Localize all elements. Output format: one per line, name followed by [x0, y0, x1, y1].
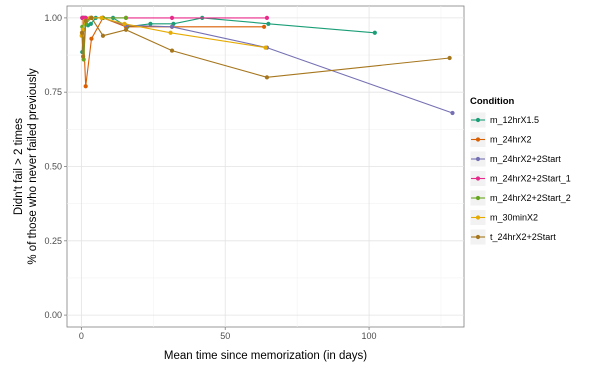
grid: [67, 6, 464, 327]
legend-key-point: [475, 215, 481, 220]
y-tick-label: 0.25: [44, 236, 62, 246]
data-point: [264, 15, 270, 20]
data-point: [99, 15, 104, 20]
legend-label: m_24hrX2: [490, 135, 532, 145]
legend-item: m_12hrX1.5: [469, 111, 539, 129]
data-point: [123, 15, 129, 20]
legend-title: Condition: [470, 96, 515, 107]
data-point: [79, 30, 85, 35]
x-axis-title: Mean time since memorization (in days): [164, 350, 367, 362]
series-layer: [79, 15, 455, 116]
y-tick-label: 0.75: [44, 87, 62, 97]
legend-label: m_12hrX1.5: [490, 115, 539, 125]
data-point: [89, 36, 94, 41]
legend-item: m_24hrX2: [469, 131, 532, 148]
legend-label: m_30minX2: [490, 213, 538, 223]
legend-key-point: [475, 234, 481, 240]
legend-item: t_24hrX2+2Start: [469, 228, 556, 246]
data-point: [100, 33, 106, 38]
data-point: [169, 15, 175, 20]
data-point: [83, 18, 88, 23]
x-tick-label: 50: [220, 331, 230, 341]
y-axis-title-line-2: % of those who never failed previously: [27, 68, 39, 264]
y-tick-label: 1.00: [44, 13, 62, 23]
legend-item: m_30minX2: [469, 209, 538, 226]
data-point: [123, 27, 129, 32]
legend-key-point: [475, 176, 481, 181]
data-point: [263, 45, 268, 50]
legend-key-point: [475, 156, 481, 162]
legend-label: t_24hrX2+2Start: [490, 232, 556, 242]
y-tick-label: 0.50: [44, 162, 62, 172]
data-point: [372, 30, 377, 35]
legend-item: m_24hrX2+2Start_2: [469, 189, 571, 207]
data-point: [261, 24, 267, 29]
data-point: [169, 24, 175, 29]
data-point: [450, 110, 455, 116]
legend-key-point: [475, 195, 481, 201]
y-tick-label: 0.00: [44, 310, 62, 320]
data-point: [168, 30, 173, 35]
legend-label: m_24hrX2+2Start: [490, 154, 561, 164]
legend-key-point: [475, 137, 481, 142]
legend-item: m_24hrX2+2Start_1: [469, 170, 571, 187]
axis-ticks: 0.00 0.25 0.50 0.75 1.00 0 50 100: [44, 13, 376, 341]
legend: Condition m_12hrX1.5 m_24hrX2 m_24hrX2+2St…: [469, 96, 571, 246]
data-point: [83, 84, 88, 89]
y-axis-title-line-1: Didn't fail > 2 times: [13, 118, 25, 215]
data-point: [148, 21, 153, 26]
data-point: [264, 75, 270, 80]
x-tick-label: 100: [362, 331, 377, 341]
legend-label: m_24hrX2+2Start_1: [490, 174, 571, 184]
data-point: [89, 15, 94, 20]
data-point: [88, 21, 93, 26]
legend-label: m_24hrX2+2Start_2: [490, 193, 571, 203]
series-6: [79, 15, 452, 80]
legend-key-point: [475, 117, 481, 123]
legend-item: m_24hrX2+2Start: [469, 150, 561, 168]
data-point: [447, 55, 452, 61]
data-point: [169, 48, 175, 53]
data-point: [266, 21, 271, 26]
data-point: [122, 21, 127, 26]
data-point: [81, 54, 86, 59]
x-tick-label: 0: [79, 331, 84, 341]
